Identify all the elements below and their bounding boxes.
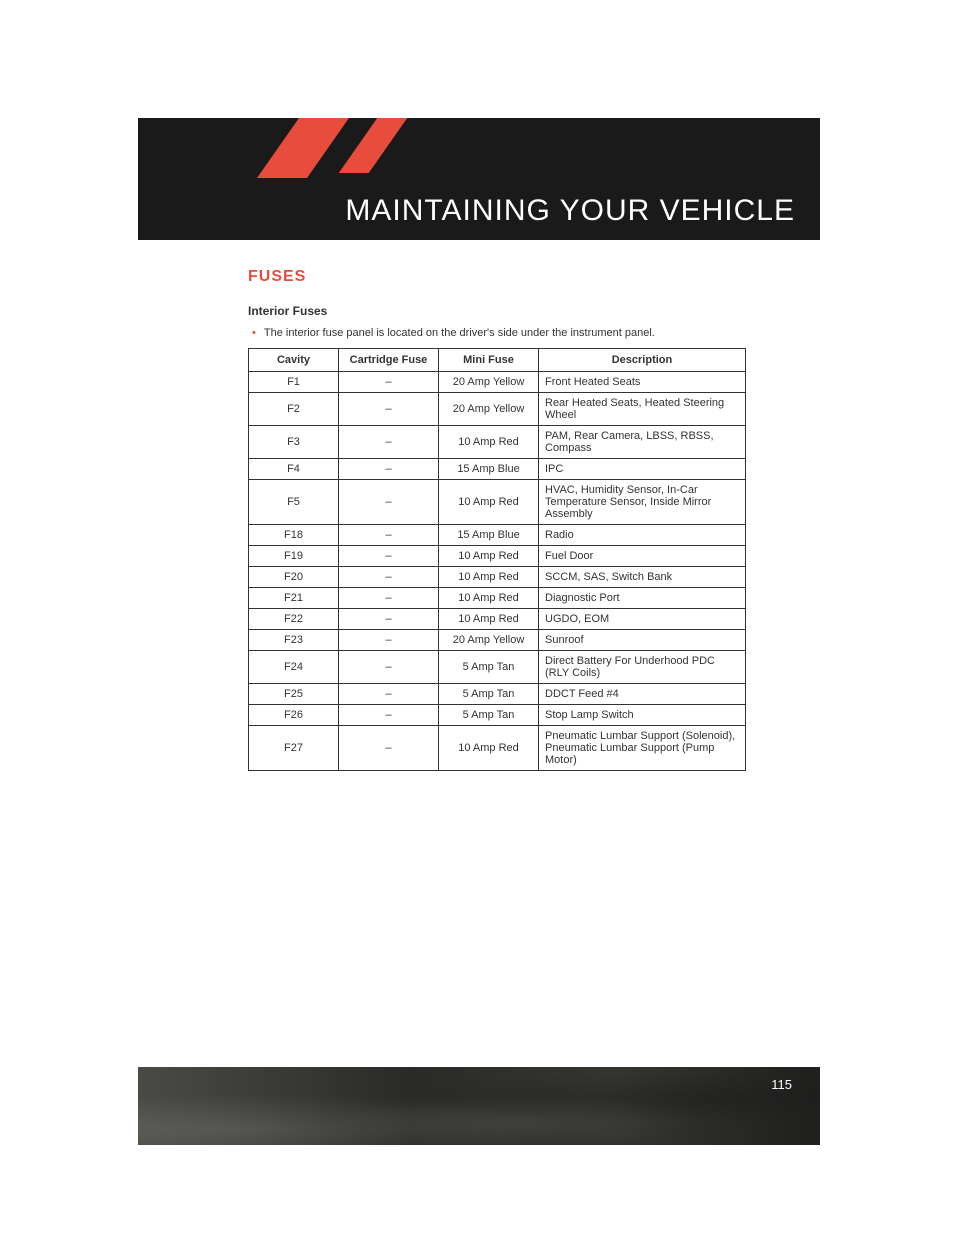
section-title: FUSES [248,268,746,286]
table-cell: F22 [249,609,339,630]
table-cell: F20 [249,567,339,588]
table-cell: Pneumatic Lumbar Support (Solenoid), Pne… [539,726,746,771]
table-cell: 10 Amp Red [439,588,539,609]
table-cell: HVAC, Humidity Sensor, In-Car Temperatur… [539,480,746,525]
table-cell: 10 Amp Red [439,567,539,588]
table-cell: 10 Amp Red [439,546,539,567]
bullet-item: • The interior fuse panel is located on … [248,326,746,340]
table-cell: – [339,588,439,609]
header-band: MAINTAINING YOUR VEHICLE [138,118,820,240]
table-cell: F27 [249,726,339,771]
table-cell: – [339,651,439,684]
table-header-row: Cavity Cartridge Fuse Mini Fuse Descript… [249,349,746,372]
table-row: F25–5 Amp TanDDCT Feed #4 [249,684,746,705]
table-row: F18–15 Amp BlueRadio [249,525,746,546]
table-row: F24–5 Amp TanDirect Battery For Underhoo… [249,651,746,684]
table-cell: F2 [249,393,339,426]
table-cell: Sunroof [539,630,746,651]
col-header-description: Description [539,349,746,372]
table-cell: F23 [249,630,339,651]
table-row: F5–10 Amp RedHVAC, Humidity Sensor, In-C… [249,480,746,525]
table-cell: 10 Amp Red [439,726,539,771]
table-cell: F18 [249,525,339,546]
table-cell: DDCT Feed #4 [539,684,746,705]
table-cell: Stop Lamp Switch [539,705,746,726]
col-header-cavity: Cavity [249,349,339,372]
table-cell: F24 [249,651,339,684]
table-cell: UGDO, EOM [539,609,746,630]
table-cell: F5 [249,480,339,525]
table-cell: PAM, Rear Camera, LBSS, RBSS, Compass [539,426,746,459]
table-cell: F21 [249,588,339,609]
table-cell: – [339,459,439,480]
table-cell: Diagnostic Port [539,588,746,609]
table-cell: Rear Heated Seats, Heated Steering Wheel [539,393,746,426]
table-cell: – [339,609,439,630]
table-cell: 15 Amp Blue [439,525,539,546]
table-cell: 20 Amp Yellow [439,372,539,393]
table-cell: – [339,546,439,567]
table-cell: 20 Amp Yellow [439,630,539,651]
content-area: FUSES Interior Fuses • The interior fuse… [248,268,746,771]
table-cell: – [339,393,439,426]
col-header-mini: Mini Fuse [439,349,539,372]
table-cell: – [339,480,439,525]
table-cell: 10 Amp Red [439,609,539,630]
page-title: MAINTAINING YOUR VEHICLE [345,194,795,228]
table-row: F3–10 Amp RedPAM, Rear Camera, LBSS, RBS… [249,426,746,459]
table-cell: – [339,525,439,546]
table-cell: 5 Amp Tan [439,705,539,726]
table-cell: – [339,630,439,651]
table-row: F20–10 Amp RedSCCM, SAS, Switch Bank [249,567,746,588]
table-row: F2–20 Amp YellowRear Heated Seats, Heate… [249,393,746,426]
table-cell: 5 Amp Tan [439,684,539,705]
table-cell: 15 Amp Blue [439,459,539,480]
table-row: F23–20 Amp YellowSunroof [249,630,746,651]
table-cell: 10 Amp Red [439,426,539,459]
footer-band: 115 [138,1067,820,1145]
table-cell: Fuel Door [539,546,746,567]
footer-texture [138,1067,820,1145]
table-row: F27–10 Amp RedPneumatic Lumbar Support (… [249,726,746,771]
table-cell: Front Heated Seats [539,372,746,393]
table-cell: – [339,426,439,459]
table-cell: 5 Amp Tan [439,651,539,684]
bullet-icon: • [252,326,256,340]
subsection-title: Interior Fuses [248,304,746,318]
table-cell: F25 [249,684,339,705]
table-row: F26–5 Amp TanStop Lamp Switch [249,705,746,726]
fuse-table: Cavity Cartridge Fuse Mini Fuse Descript… [248,348,746,771]
table-row: F1–20 Amp YellowFront Heated Seats [249,372,746,393]
table-cell: – [339,705,439,726]
table-cell: 10 Amp Red [439,480,539,525]
table-cell: F1 [249,372,339,393]
table-cell: F26 [249,705,339,726]
table-cell: Radio [539,525,746,546]
table-cell: SCCM, SAS, Switch Bank [539,567,746,588]
table-cell: IPC [539,459,746,480]
table-cell: – [339,372,439,393]
table-cell: Direct Battery For Underhood PDC (RLY Co… [539,651,746,684]
table-row: F22–10 Amp RedUGDO, EOM [249,609,746,630]
table-cell: F4 [249,459,339,480]
table-cell: – [339,567,439,588]
page-number: 115 [771,1077,792,1092]
col-header-cartridge: Cartridge Fuse [339,349,439,372]
table-cell: – [339,684,439,705]
table-cell: – [339,726,439,771]
table-row: F19–10 Amp RedFuel Door [249,546,746,567]
table-row: F21–10 Amp RedDiagnostic Port [249,588,746,609]
bullet-text: The interior fuse panel is located on th… [264,326,655,340]
table-row: F4–15 Amp BlueIPC [249,459,746,480]
table-cell: 20 Amp Yellow [439,393,539,426]
table-cell: F3 [249,426,339,459]
table-cell: F19 [249,546,339,567]
